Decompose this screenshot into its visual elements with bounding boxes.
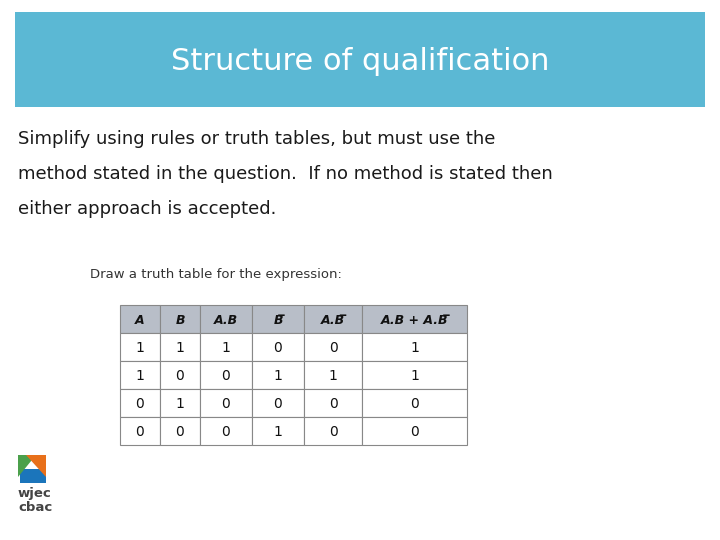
Text: 0: 0 bbox=[222, 425, 230, 439]
FancyBboxPatch shape bbox=[200, 389, 252, 417]
Text: 0: 0 bbox=[328, 341, 338, 355]
Text: 1: 1 bbox=[410, 369, 419, 383]
Text: A.B + A.B̅: A.B + A.B̅ bbox=[381, 314, 449, 327]
FancyBboxPatch shape bbox=[120, 361, 160, 389]
FancyBboxPatch shape bbox=[120, 333, 160, 361]
FancyBboxPatch shape bbox=[362, 417, 467, 445]
FancyBboxPatch shape bbox=[252, 361, 304, 389]
FancyBboxPatch shape bbox=[160, 361, 200, 389]
FancyBboxPatch shape bbox=[200, 361, 252, 389]
Text: 0: 0 bbox=[410, 397, 419, 411]
Text: method stated in the question.  If no method is stated then: method stated in the question. If no met… bbox=[18, 165, 553, 183]
Polygon shape bbox=[18, 455, 36, 477]
Text: 1: 1 bbox=[176, 397, 184, 411]
Text: 0: 0 bbox=[410, 425, 419, 439]
FancyBboxPatch shape bbox=[362, 333, 467, 361]
Text: cbac: cbac bbox=[18, 501, 53, 514]
FancyBboxPatch shape bbox=[120, 389, 160, 417]
FancyBboxPatch shape bbox=[304, 417, 362, 445]
Text: A.B̅: A.B̅ bbox=[321, 314, 345, 327]
Text: 0: 0 bbox=[135, 397, 145, 411]
Text: 0: 0 bbox=[328, 425, 338, 439]
FancyBboxPatch shape bbox=[160, 333, 200, 361]
FancyBboxPatch shape bbox=[252, 389, 304, 417]
Text: 0: 0 bbox=[222, 397, 230, 411]
Text: 0: 0 bbox=[135, 425, 145, 439]
Text: 0: 0 bbox=[176, 369, 184, 383]
Text: 0: 0 bbox=[274, 397, 282, 411]
Text: 1: 1 bbox=[274, 369, 282, 383]
Text: either approach is accepted.: either approach is accepted. bbox=[18, 200, 276, 218]
FancyBboxPatch shape bbox=[120, 417, 160, 445]
Text: Draw a truth table for the expression:: Draw a truth table for the expression: bbox=[90, 268, 342, 281]
Text: 1: 1 bbox=[328, 369, 338, 383]
FancyBboxPatch shape bbox=[160, 389, 200, 417]
Polygon shape bbox=[26, 455, 46, 477]
FancyBboxPatch shape bbox=[362, 361, 467, 389]
FancyBboxPatch shape bbox=[200, 417, 252, 445]
Text: 1: 1 bbox=[176, 341, 184, 355]
FancyBboxPatch shape bbox=[200, 333, 252, 361]
Text: 1: 1 bbox=[410, 341, 419, 355]
FancyBboxPatch shape bbox=[304, 389, 362, 417]
FancyBboxPatch shape bbox=[160, 305, 200, 333]
FancyBboxPatch shape bbox=[362, 389, 467, 417]
Text: B̅: B̅ bbox=[274, 314, 283, 327]
Text: 1: 1 bbox=[135, 341, 145, 355]
FancyBboxPatch shape bbox=[20, 469, 46, 483]
Text: 0: 0 bbox=[176, 425, 184, 439]
Text: Simplify using rules or truth tables, but must use the: Simplify using rules or truth tables, bu… bbox=[18, 130, 495, 148]
FancyBboxPatch shape bbox=[304, 333, 362, 361]
Text: Structure of qualification: Structure of qualification bbox=[171, 47, 549, 76]
FancyBboxPatch shape bbox=[252, 333, 304, 361]
Text: 1: 1 bbox=[222, 341, 230, 355]
Text: 1: 1 bbox=[135, 369, 145, 383]
FancyBboxPatch shape bbox=[15, 12, 705, 107]
FancyBboxPatch shape bbox=[160, 417, 200, 445]
FancyBboxPatch shape bbox=[120, 305, 160, 333]
FancyBboxPatch shape bbox=[200, 305, 252, 333]
Text: A.B: A.B bbox=[214, 314, 238, 327]
FancyBboxPatch shape bbox=[252, 417, 304, 445]
Text: 0: 0 bbox=[328, 397, 338, 411]
Text: 0: 0 bbox=[274, 341, 282, 355]
FancyBboxPatch shape bbox=[304, 361, 362, 389]
FancyBboxPatch shape bbox=[362, 305, 467, 333]
FancyBboxPatch shape bbox=[304, 305, 362, 333]
Text: wjec: wjec bbox=[18, 487, 52, 500]
Text: B: B bbox=[175, 314, 185, 327]
Text: 1: 1 bbox=[274, 425, 282, 439]
FancyBboxPatch shape bbox=[252, 305, 304, 333]
Text: A: A bbox=[135, 314, 145, 327]
Text: 0: 0 bbox=[222, 369, 230, 383]
